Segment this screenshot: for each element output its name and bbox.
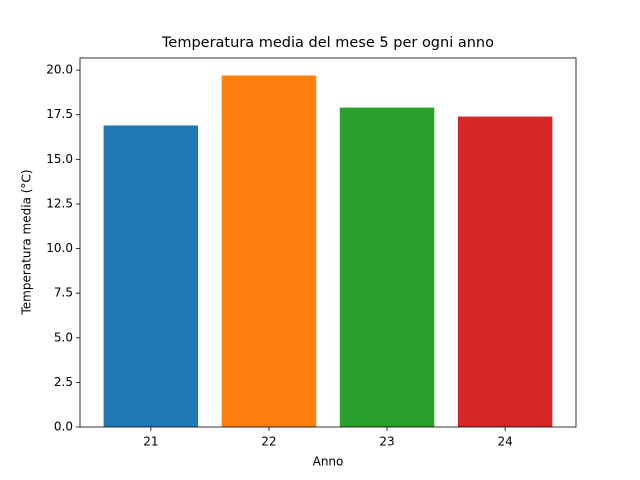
chart-title: Temperatura media del mese 5 per ogni an…: [161, 35, 494, 51]
y-tick-label: 12.5: [46, 196, 73, 210]
y-tick-label: 2.5: [54, 375, 73, 389]
x-tick-label: 22: [261, 435, 276, 449]
x-tick-label: 24: [498, 435, 513, 449]
x-tick-label: 21: [143, 435, 158, 449]
y-tick-label: 20.0: [46, 63, 73, 77]
y-axis-label: Temperatura media (°C): [20, 170, 34, 316]
bar: [103, 125, 199, 427]
bar: [457, 116, 553, 427]
x-axis-label: Anno: [313, 455, 344, 469]
plot-frame: [79, 57, 577, 428]
y-tick-label: 0.0: [54, 420, 73, 434]
y-tick-label: 17.5: [46, 107, 73, 121]
y-tick-label: 5.0: [54, 330, 73, 344]
y-tick-label: 7.5: [54, 286, 73, 300]
y-tick-label: 15.0: [46, 152, 73, 166]
y-tick-label: 10.0: [46, 241, 73, 255]
bar: [221, 75, 317, 428]
x-tick-label: 23: [379, 435, 394, 449]
bar: [339, 107, 435, 428]
